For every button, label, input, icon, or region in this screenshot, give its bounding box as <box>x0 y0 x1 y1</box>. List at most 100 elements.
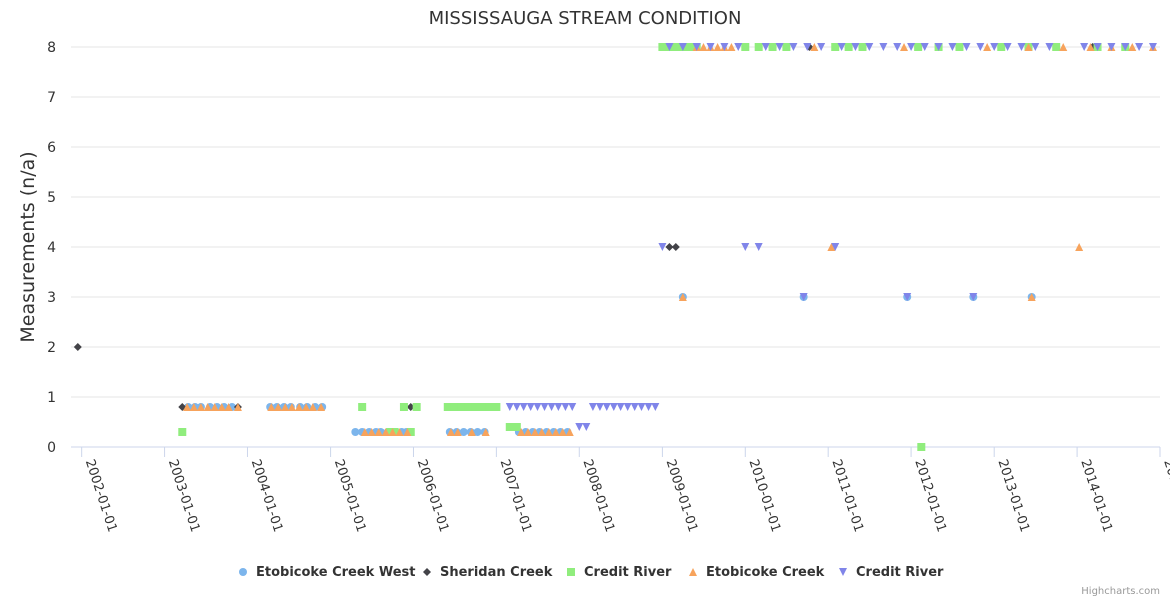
data-point[interactable] <box>351 428 360 436</box>
credits-link[interactable]: Highcharts.com <box>1081 586 1160 597</box>
data-point[interactable] <box>678 293 687 301</box>
data-point[interactable] <box>537 428 546 436</box>
data-point[interactable] <box>217 403 226 411</box>
data-point[interactable] <box>517 428 526 436</box>
data-point[interactable] <box>720 43 729 51</box>
data-point[interactable] <box>997 43 1006 51</box>
data-point[interactable] <box>505 403 514 411</box>
data-point[interactable] <box>412 403 421 411</box>
data-point[interactable] <box>595 403 604 411</box>
data-point[interactable] <box>565 428 574 436</box>
legend-item[interactable]: Etobicoke Creek <box>689 565 825 580</box>
data-point[interactable] <box>1093 43 1102 51</box>
data-point[interactable] <box>582 423 591 431</box>
data-point[interactable] <box>644 403 653 411</box>
data-point[interactable] <box>459 428 468 436</box>
data-point[interactable] <box>1107 43 1116 51</box>
data-point[interactable] <box>1075 243 1084 251</box>
data-point[interactable] <box>1052 43 1061 51</box>
data-point[interactable] <box>360 428 369 436</box>
data-point[interactable] <box>827 243 836 251</box>
data-point[interactable] <box>519 403 528 411</box>
data-point[interactable] <box>189 403 198 411</box>
data-point[interactable] <box>917 443 926 451</box>
data-point[interactable] <box>210 403 219 411</box>
data-point[interactable] <box>754 243 763 251</box>
data-point[interactable] <box>810 43 819 51</box>
data-point[interactable] <box>224 403 233 411</box>
data-point[interactable] <box>399 403 408 411</box>
data-point[interactable] <box>287 403 296 411</box>
data-point[interactable] <box>900 43 909 51</box>
data-point[interactable] <box>485 403 494 411</box>
data-point[interactable] <box>403 428 412 436</box>
data-point[interactable] <box>665 243 674 251</box>
data-point[interactable] <box>616 403 625 411</box>
data-point[interactable] <box>547 403 556 411</box>
legend-marker-icon[interactable] <box>567 568 575 576</box>
data-point[interactable] <box>879 43 888 51</box>
data-point[interactable] <box>623 403 632 411</box>
data-point[interactable] <box>302 403 311 411</box>
data-point[interactable] <box>630 403 639 411</box>
data-point[interactable] <box>551 428 560 436</box>
data-point[interactable] <box>478 403 487 411</box>
data-point[interactable] <box>741 243 750 251</box>
legend-marker-icon[interactable] <box>689 568 697 576</box>
data-point[interactable] <box>381 428 390 436</box>
data-point[interactable] <box>651 403 660 411</box>
data-point[interactable] <box>962 43 971 51</box>
data-point[interactable] <box>761 43 770 51</box>
data-point[interactable] <box>450 403 459 411</box>
data-point[interactable] <box>734 43 743 51</box>
data-point[interactable] <box>658 243 667 251</box>
data-point[interactable] <box>588 403 597 411</box>
data-point[interactable] <box>317 403 326 411</box>
data-point[interactable] <box>267 403 276 411</box>
data-point[interactable] <box>492 403 501 411</box>
data-point[interactable] <box>395 428 404 436</box>
data-point[interactable] <box>692 43 701 51</box>
data-point[interactable] <box>561 403 570 411</box>
data-point[interactable] <box>903 293 912 301</box>
data-point[interactable] <box>453 428 462 436</box>
legend-marker-icon[interactable] <box>239 568 247 576</box>
data-point[interactable] <box>851 43 860 51</box>
data-point[interactable] <box>473 428 482 436</box>
data-point[interactable] <box>274 403 283 411</box>
data-point[interactable] <box>1059 43 1068 51</box>
data-point[interactable] <box>914 43 923 51</box>
data-point[interactable] <box>969 293 978 301</box>
data-point[interactable] <box>768 43 777 51</box>
data-point[interactable] <box>858 43 867 51</box>
data-point[interactable] <box>990 43 999 51</box>
data-point[interactable] <box>554 403 563 411</box>
legend-item[interactable]: Sheridan Creek <box>423 565 553 580</box>
data-point[interactable] <box>609 403 618 411</box>
legend-item[interactable]: Credit River <box>567 565 672 580</box>
data-point[interactable] <box>281 403 290 411</box>
data-point[interactable] <box>530 428 539 436</box>
data-point[interactable] <box>178 428 187 436</box>
data-point[interactable] <box>1027 293 1036 301</box>
data-point[interactable] <box>844 43 853 51</box>
data-point[interactable] <box>367 428 376 436</box>
data-point[interactable] <box>907 43 916 51</box>
data-point[interactable] <box>658 43 667 51</box>
data-point[interactable] <box>464 403 473 411</box>
data-point[interactable] <box>741 43 750 51</box>
data-point[interactable] <box>481 428 490 436</box>
data-point[interactable] <box>73 343 82 351</box>
data-point[interactable] <box>471 403 480 411</box>
data-point[interactable] <box>1017 43 1026 51</box>
data-point[interactable] <box>540 403 549 411</box>
data-point[interactable] <box>457 403 466 411</box>
data-point[interactable] <box>523 428 532 436</box>
data-point[interactable] <box>1121 43 1130 51</box>
data-point[interactable] <box>920 43 929 51</box>
data-point[interactable] <box>637 403 646 411</box>
data-point[interactable] <box>575 423 584 431</box>
data-point[interactable] <box>544 428 553 436</box>
data-point[interactable] <box>685 43 694 51</box>
data-point[interactable] <box>678 43 687 51</box>
